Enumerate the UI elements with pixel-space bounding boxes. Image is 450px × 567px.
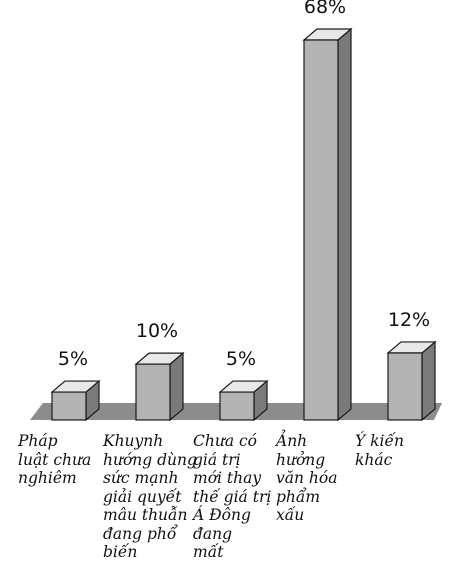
bar [302,27,353,422]
category-label: Khuynh hướng dùng sức mạnh giải quyết mâu th… [103,432,197,562]
category-label: Ý kiến khác [355,432,404,469]
bar-value-label: 5% [58,348,88,370]
category-label-line: Chưa có [193,432,258,450]
bar-face [303,39,339,421]
category-label: Pháp luật chưa nghiêm [18,432,91,488]
category-label-line: giá trị [193,450,241,469]
category-label-line: hướng dùng [103,450,197,469]
category-label-line: Khuynh [103,432,164,450]
category-label-line: giải quyết [103,487,182,506]
category-label-line: mất [193,543,224,561]
bar [218,379,269,422]
category-label-line: Pháp [18,432,58,450]
category-label-line: sức mạnh [103,469,179,487]
bar [386,340,437,422]
bar-face [51,391,87,421]
category-label-line: khác [355,450,393,469]
bar-value-label: 68% [304,0,346,18]
bar-face [219,391,255,421]
category-label-line: Á Đông [193,506,251,524]
category-label-line: Ảnh [276,432,308,450]
category-label: Ảnh hưởng văn hóa phẩm xấu [276,432,337,525]
category-label-line: xấu [276,506,305,524]
bar-value-label: 10% [136,320,178,342]
category-label-line: phẩm [276,487,321,506]
category-label-line: đang [193,524,233,543]
category-label-line: hưởng [276,450,326,469]
category-label-line: luật chưa [18,450,92,469]
category-label: Chưa có giá trị mới thay thế giá trị Á Đông đ… [193,432,271,562]
category-label-line: thế giá trị [193,487,272,506]
category-label-line: nghiêm [18,469,77,487]
category-label-line: mới thay [193,469,262,487]
bar-face [135,363,171,421]
bar-face [387,352,423,421]
category-label-line: văn hóa [276,469,338,487]
category-label-line: đang phổ [103,524,177,543]
category-label-line: Ý kiến [355,432,405,450]
category-label-line: biến [103,543,138,561]
bar [134,351,185,422]
bar-side [337,27,352,422]
category-label-line: mâu thuẫn [103,506,188,524]
bar-value-label: 12% [388,309,430,331]
bar [50,379,101,422]
bar-side [421,340,436,422]
bar-value-label: 5% [226,348,256,370]
